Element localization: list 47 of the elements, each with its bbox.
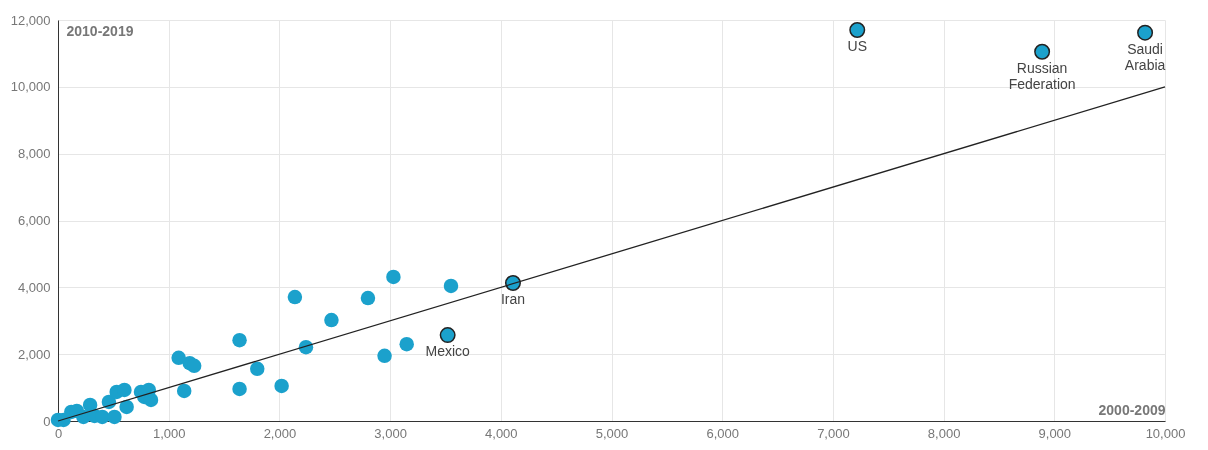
y-tick-label: 12,000 — [10, 12, 51, 28]
x-tick-label: 10,000 — [1145, 425, 1186, 441]
point — [119, 399, 134, 415]
point — [849, 22, 866, 39]
point — [360, 290, 376, 306]
point — [176, 383, 192, 399]
x-tick-label: 8,000 — [927, 425, 961, 441]
y-tick-label: 4,000 — [17, 279, 51, 295]
y-tick-label: 2,000 — [17, 346, 51, 362]
point — [439, 327, 456, 344]
point — [1137, 24, 1154, 41]
point — [443, 278, 459, 294]
x-axis-title: 2000-2009 — [1098, 401, 1166, 418]
x-tick-label: 9,000 — [1038, 425, 1072, 441]
x-tick-label: 1,000 — [152, 425, 186, 441]
point — [107, 409, 122, 425]
y-tick-label: 0 — [43, 413, 51, 429]
y-axis-title: 2010-2019 — [66, 22, 134, 39]
point — [399, 336, 414, 352]
x-tick-label: 7,000 — [817, 425, 850, 441]
point — [117, 382, 132, 398]
y-tick-label: 8,000 — [17, 146, 51, 162]
y-tick-label: 10,000 — [10, 79, 51, 95]
point — [1034, 43, 1051, 60]
x-tick-label: 4,000 — [485, 425, 518, 441]
annotation: Mexico — [425, 343, 471, 360]
point — [274, 378, 289, 394]
y-tick-label: 6,000 — [17, 213, 51, 228]
point — [232, 332, 247, 348]
annotation: US — [847, 38, 867, 55]
point — [377, 348, 392, 364]
point — [324, 312, 339, 328]
point — [250, 361, 265, 377]
point — [232, 381, 247, 397]
x-tick-label: 6,000 — [706, 425, 739, 441]
point — [386, 269, 401, 285]
point — [186, 358, 202, 374]
x-tick-label: 5,000 — [595, 425, 629, 441]
point — [171, 350, 186, 366]
annotation: Saudi Arabia — [1124, 40, 1166, 73]
x-tick-label: 0 — [54, 425, 63, 441]
annotation: Russian Federation — [1008, 59, 1076, 92]
point — [287, 289, 303, 305]
annotation: Iran — [500, 290, 526, 307]
point — [143, 392, 159, 408]
x-tick-label: 2,000 — [263, 425, 297, 441]
x-tick-label: 3,000 — [374, 425, 407, 441]
